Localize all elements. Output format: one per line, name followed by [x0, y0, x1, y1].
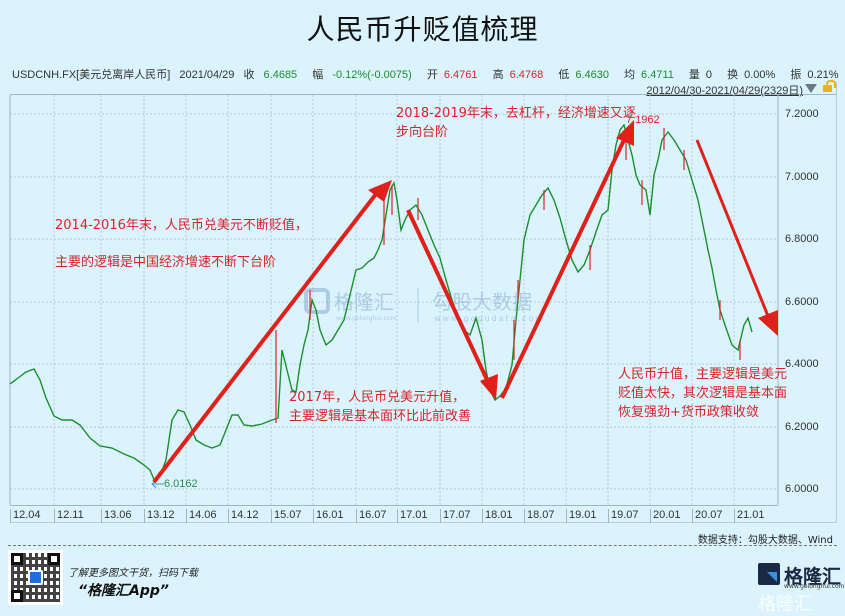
chart-frame [10, 82, 837, 523]
arrow-up-2018-2019 [500, 120, 634, 399]
quote-date: 2021/04/29 [179, 69, 235, 81]
x-tick: 14.06 [186, 509, 217, 523]
x-tick: 16.01 [313, 509, 344, 523]
y-tick-7.0: 7.0000 [785, 171, 819, 183]
svg-text:www.gogudata.com: www.gogudata.com [434, 314, 545, 323]
x-tick: 17.01 [397, 509, 428, 523]
x-tick: 18.07 [524, 509, 555, 523]
x-tick: 18.01 [482, 509, 513, 523]
gelonghui-logo-icon [758, 563, 780, 585]
date-range-row: 2012/04/30-2021/04/29(2329日) [10, 80, 837, 97]
app-logo-icon [28, 570, 43, 585]
x-tick: 17.07 [440, 509, 471, 523]
svg-text:格隆汇: 格隆汇 [334, 290, 394, 314]
date-range-selector[interactable]: 2012/04/30-2021/04/29(2329日) [646, 85, 803, 97]
annotation-2020-2021: 人民币升值，主要逻辑是美元 贬值太快，其次逻辑是基本面 恢复强劲+货币政策收敛 [618, 367, 788, 420]
x-tick: 21.01 [734, 509, 765, 523]
x-tick: 19.01 [566, 509, 597, 523]
min-value-label: 6.0162 [164, 478, 198, 490]
open-field: 开 6.4761 [426, 69, 478, 81]
arrow-down-2017 [406, 209, 498, 400]
x-tick: 12.11 [54, 509, 84, 523]
x-tick: 13.06 [101, 509, 132, 523]
y-tick-6.6: 6.6000 [785, 296, 819, 308]
y-tick-6.0: 6.0000 [785, 483, 819, 495]
avg-field: 均 6.4711 [624, 69, 674, 81]
y-tick-6.8: 6.8000 [785, 233, 819, 245]
symbol: USDCNH.FX[美元兑离岸人民币] [12, 69, 171, 81]
watermark: 格隆汇 www.gelonghui.com 勾股大数据 www.gogudata… [304, 288, 545, 323]
chart-grid [10, 95, 778, 505]
trend-arrows [152, 120, 778, 484]
footer-divider [8, 545, 837, 546]
x-tick: 20.01 [650, 509, 681, 523]
max-value-label: 7.1962 [626, 114, 660, 126]
data-source: 数据支持：勾股大数据、Wind [697, 535, 833, 546]
x-tick: 19.07 [608, 509, 639, 523]
x-axis: 12.04 12.11 13.06 13.12 14.06 14.12 15.0… [10, 505, 778, 523]
price-series [9, 123, 753, 484]
amplitude-field: 振 0.21% [790, 69, 839, 81]
x-tick: 12.04 [10, 509, 41, 523]
low-field: 低 6.4630 [558, 69, 609, 81]
arrow-down-2020-2021 [695, 139, 778, 336]
high-field: 高 6.4768 [492, 69, 544, 81]
quote-info-bar: USDCNH.FX[美元兑离岸人民币] 2021/04/29 收 6.4685 … [12, 66, 839, 82]
brand-watermark: 格隆汇 [758, 594, 812, 615]
qr-caption: 了解更多图文干货，扫码下载 [68, 568, 198, 579]
turnover-field: 换 0.00% [727, 69, 776, 81]
x-tick: 13.12 [144, 509, 175, 523]
change-field: 幅 -0.12%(-0.0075) [312, 69, 412, 81]
svg-text:www.gelonghui.com: www.gelonghui.com [336, 315, 397, 322]
close-field: 收 6.4685 [243, 69, 298, 81]
y-tick-6.2: 6.2000 [785, 421, 819, 433]
page-title: 人民币升贬值梳理 [306, 13, 539, 46]
arrow-up-2014-2016 [152, 180, 392, 484]
x-tick: 14.12 [228, 509, 259, 523]
caret-down-icon[interactable] [805, 84, 817, 93]
qr-code[interactable] [8, 550, 63, 605]
x-tick: 20.07 [692, 509, 723, 523]
annotation-2017: 2017年，人民币兑美元升值， 主要逻辑是基本面环比此前改善 [289, 390, 472, 424]
annotation-2018-2019: 2018-2019年末，去杠杆，经济增速又逐 步向台阶 [396, 106, 636, 140]
y-tick-6.4: 6.4000 [785, 358, 819, 370]
y-tick-7.2: 7.2000 [785, 108, 819, 120]
unlock-icon[interactable] [823, 80, 836, 92]
x-tick: 15.07 [271, 509, 302, 523]
app-name: “格隆汇App” [78, 583, 169, 599]
annotation-2014-2016: 2014-2016年末，人民币兑美元不断贬值， 主要的逻辑是中国经济增速不断下台… [55, 218, 308, 270]
x-tick: 16.07 [356, 509, 387, 523]
